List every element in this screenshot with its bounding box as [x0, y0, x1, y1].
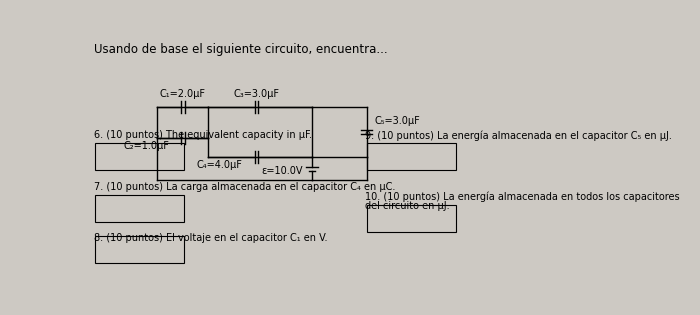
Text: C₂=1.0μF: C₂=1.0μF: [123, 141, 169, 151]
Bar: [95, 143, 184, 170]
Bar: [367, 143, 456, 170]
Bar: [95, 237, 184, 263]
Text: ε=10.0V: ε=10.0V: [262, 166, 303, 176]
Text: del circuito en μJ.: del circuito en μJ.: [365, 201, 449, 211]
Text: Usando de base el siguiente circuito, encuentra...: Usando de base el siguiente circuito, en…: [94, 43, 387, 56]
Text: C₅=3.0μF: C₅=3.0μF: [374, 116, 420, 126]
Text: 9. (10 puntos) La energía almacenada en el capacitor C₅ en μJ.: 9. (10 puntos) La energía almacenada en …: [365, 130, 672, 141]
Text: C₃=3.0μF: C₃=3.0μF: [234, 89, 279, 100]
Text: 7. (10 puntos) La carga almacenada en el capacitor C₄ en μC.: 7. (10 puntos) La carga almacenada en el…: [94, 182, 395, 192]
Bar: [367, 205, 456, 232]
Bar: [95, 195, 184, 222]
Text: C₄=4.0μF: C₄=4.0μF: [197, 160, 242, 170]
Text: 6. (10 puntos) The equivalent capacity in μF.: 6. (10 puntos) The equivalent capacity i…: [94, 130, 312, 140]
Text: 10. (10 puntos) La energía almacenada en todos los capacitores: 10. (10 puntos) La energía almacenada en…: [365, 192, 680, 202]
Text: 8. (10 puntos) El voltaje en el capacitor C₁ en V.: 8. (10 puntos) El voltaje en el capacito…: [94, 232, 327, 243]
Text: C₁=2.0μF: C₁=2.0μF: [160, 89, 206, 100]
